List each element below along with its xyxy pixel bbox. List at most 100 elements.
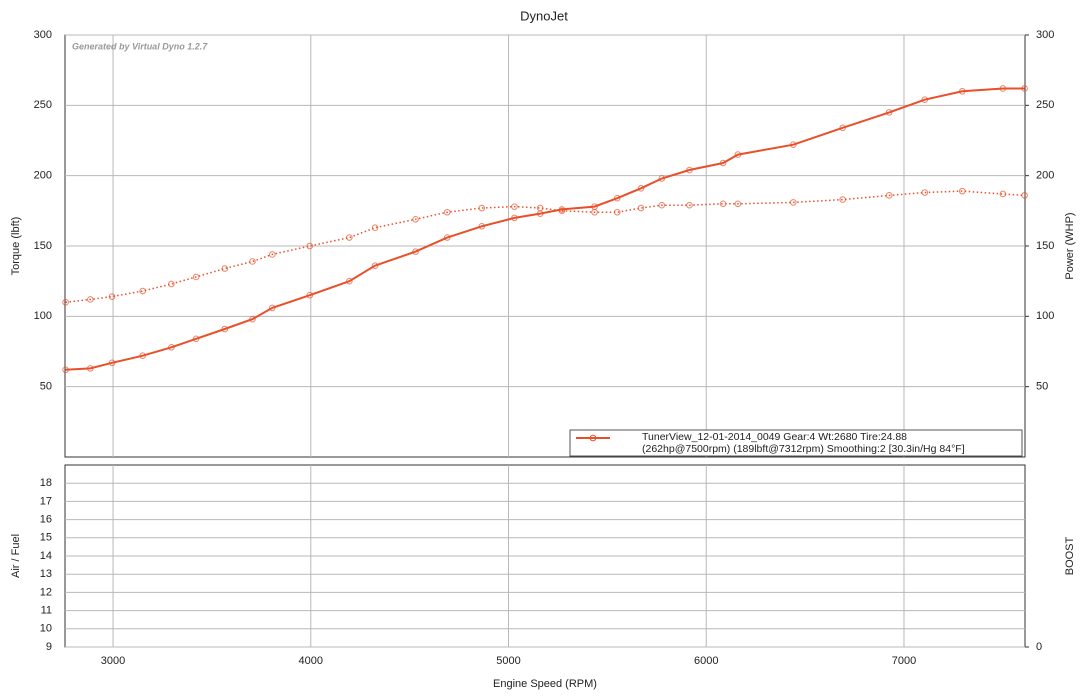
point-marker [62,366,69,374]
point-marker [168,343,175,351]
legend-box [569,429,1023,457]
y-tick-label: 50 [40,381,52,393]
point-marker [613,208,621,216]
y-axis-label: Torque (lbft) [10,217,22,276]
point-marker [346,234,353,241]
y-tick-label: 300 [34,29,52,41]
y2-tick-label: 250 [1036,99,1054,111]
series-line [65,87,1025,371]
y-axis-label: Air / Fuel [10,534,22,578]
point-marker [719,159,727,167]
point-marker [443,208,451,216]
y2-tick-label: 150 [1036,240,1054,252]
point-marker [306,291,314,299]
point-marker [839,124,846,132]
point-marker [658,201,666,209]
point-marker [139,287,147,295]
x-tick-label: 7000 [892,655,916,667]
point-marker [885,109,893,116]
point-marker [558,207,566,215]
point-marker [412,215,419,223]
y-tick-label: 17 [40,495,52,507]
y2-axis-label: BOOST [1064,536,1076,575]
point-marker [168,280,175,288]
x-tick-label: 4000 [299,655,323,667]
series-line [65,190,1025,304]
point-marker [921,189,929,196]
point-marker [591,208,598,216]
y-tick-label: 100 [34,310,52,322]
y2-tick-label: 100 [1036,310,1054,322]
y-tick-label: 18 [40,477,52,489]
point-marker [734,151,742,158]
point-marker [268,304,276,312]
point-marker [192,273,200,281]
point-marker [1021,192,1028,199]
legend-text: TunerView_12-01-2014_0049 Gear:4 Wt:2680… [642,431,907,443]
point-marker [443,234,451,241]
x-tick-label: 5000 [496,655,520,667]
point-marker [478,223,486,230]
legend-marker [589,434,597,442]
y2-tick-label: 200 [1036,170,1054,182]
point-marker [221,325,229,333]
point-marker [478,204,486,212]
point-marker [536,204,544,212]
y2-axis-label: Power (WHP) [1064,212,1076,279]
point-marker [885,192,893,199]
x-axis-label: Engine Speed (RPM) [493,678,597,690]
y-tick-label: 12 [40,586,52,598]
y-tick-label: 13 [40,568,52,580]
point-marker [108,359,116,367]
point-marker [959,87,966,95]
point-marker [719,200,727,208]
point-marker [1021,85,1028,92]
point-marker [999,190,1007,198]
point-marker [999,85,1007,92]
point-marker [139,352,147,360]
x-tick-label: 6000 [694,655,718,667]
point-marker [921,96,929,104]
y-tick-label: 11 [41,605,52,617]
point-marker [87,365,94,372]
point-marker [371,224,379,232]
y-tick-label: 200 [34,170,52,182]
point-marker [249,258,256,265]
point-marker [192,335,200,343]
point-marker [221,265,229,272]
y2-tick-label: 50 [1036,381,1048,393]
x-tick-label: 3000 [101,655,125,667]
y-tick-label: 16 [40,514,52,526]
point-marker [789,199,797,206]
y-tick-label: 10 [40,623,52,635]
point-marker [613,194,621,202]
annotation: Generated by Virtual Dyno 1.2.7 [72,41,208,51]
point-marker [62,298,69,306]
y-tick-label: 9 [46,641,52,653]
point-marker [789,141,797,149]
point-marker [371,262,379,269]
y-tick-label: 150 [34,240,52,252]
point-marker [686,166,693,174]
point-marker [268,251,276,258]
point-marker [637,185,645,192]
point-marker [306,242,314,250]
point-marker [249,315,256,323]
point-marker [637,204,645,212]
point-marker [511,214,518,222]
y-tick-label: 14 [40,550,52,562]
point-marker [346,277,353,285]
point-marker [87,296,94,303]
point-marker [108,293,116,300]
point-marker [658,175,666,182]
y-tick-label: 250 [34,99,52,111]
point-marker [412,248,419,255]
point-marker [511,203,518,210]
point-marker [839,196,846,203]
y-tick-label: 15 [40,532,52,544]
point-marker [686,201,693,209]
legend-text: (262hp@7500rpm) (189lbft@7312rpm) Smooth… [642,443,965,455]
point-marker [959,187,966,195]
